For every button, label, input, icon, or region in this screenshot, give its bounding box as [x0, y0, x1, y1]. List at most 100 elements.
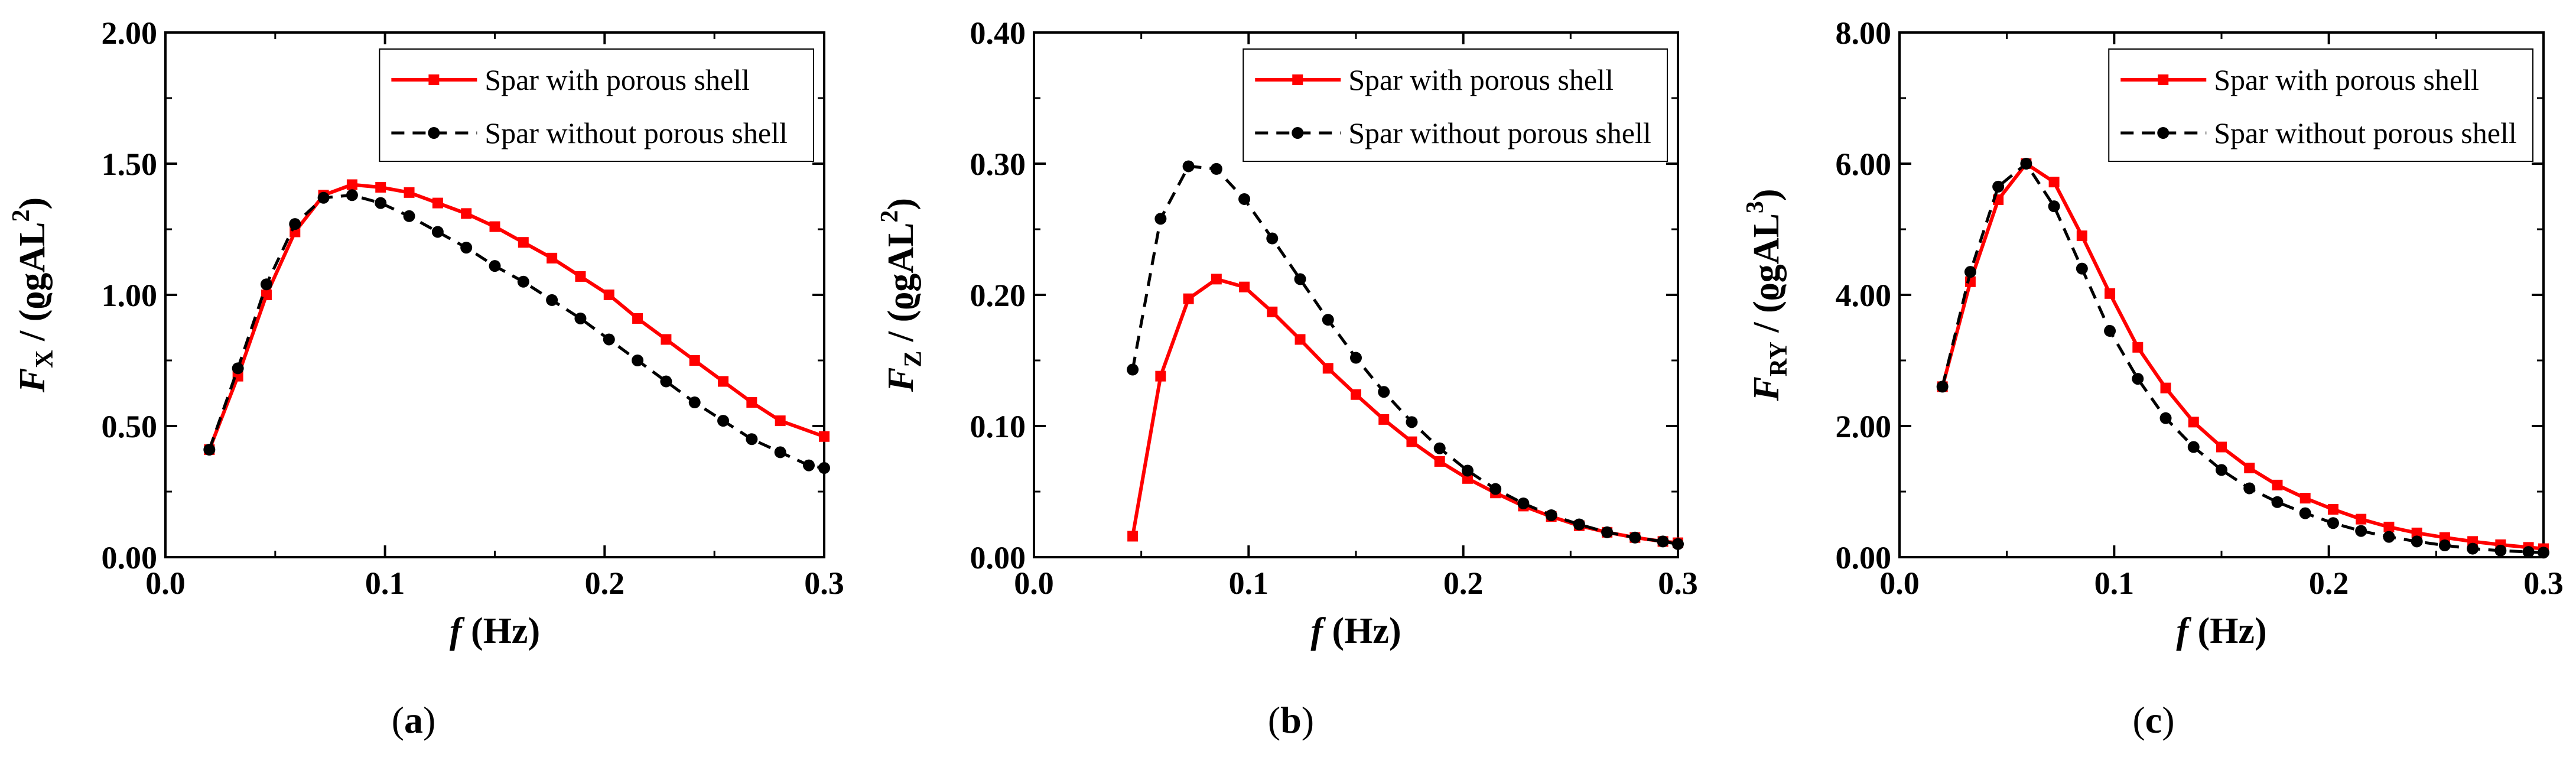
panel-label: (c)	[2132, 699, 2174, 741]
panel-label-open: (	[392, 699, 404, 741]
data-point-circle	[489, 260, 501, 272]
data-point-circle	[2187, 441, 2200, 453]
data-point-circle	[2327, 517, 2339, 529]
y-tick-label: 0.20	[970, 278, 1026, 313]
series-line	[1941, 162, 2544, 554]
x-axis-label: f (Hz)	[450, 611, 540, 651]
y-tick-label: 0.30	[970, 147, 1026, 182]
series-line	[1131, 277, 1679, 545]
x-tick-label: 0.2	[2309, 565, 2349, 601]
data-point-circle	[1964, 266, 1976, 278]
panel-label-close: )	[2162, 699, 2174, 741]
data-point-circle	[2383, 531, 2395, 543]
series-without-porous-shell	[1127, 160, 1684, 550]
x-tick-label: 0.0	[1014, 565, 1054, 601]
chart-panel-c: 0.0 0.1 0.2 0.3 0.00 2.00 4.00 6.00 8.00 f (Hz) FR…	[1742, 15, 2564, 741]
panel-label-close: )	[1302, 699, 1314, 741]
data-point-circle	[1461, 464, 1474, 477]
data-point-circle	[1350, 352, 1362, 364]
data-point-square	[718, 376, 729, 387]
panel-label-open: (	[1268, 699, 1280, 741]
data-point-circle	[1545, 509, 1557, 521]
data-point-square	[2160, 382, 2171, 394]
data-point-circle	[232, 362, 244, 375]
legend-label: Spar without porous shell	[484, 116, 787, 149]
data-point-circle	[1238, 193, 1251, 205]
y-axis-symbol: F	[881, 368, 921, 392]
y-tick-label: 0.10	[970, 409, 1026, 444]
data-point-circle	[2299, 507, 2311, 519]
data-point-circle	[1657, 535, 1669, 548]
data-point-circle	[1672, 538, 1684, 550]
y-tick-label: 2.00	[1836, 409, 1892, 444]
data-point-square	[2411, 527, 2422, 538]
data-point-circle	[2438, 539, 2451, 552]
data-point-circle	[2522, 546, 2535, 558]
x-axis-label: f (Hz)	[2176, 611, 2266, 651]
data-point-circle	[289, 218, 301, 230]
chart-panel-a: 0.0 0.1 0.2 0.3 0.00 0.50 1.00 1.50 2.00 f (Hz) FX…	[8, 15, 844, 741]
panel-label-open: (	[2132, 699, 2145, 741]
data-point-square	[2216, 441, 2227, 453]
data-point-square	[2076, 230, 2087, 242]
data-point-square	[2132, 342, 2144, 353]
data-point-circle	[2216, 464, 2227, 476]
data-point-circle	[746, 433, 758, 446]
y-tick-label: 2.00	[102, 15, 158, 51]
data-point-square	[2244, 463, 2255, 474]
data-point-circle	[2076, 262, 2088, 275]
data-point-circle	[2494, 544, 2507, 557]
series-without-porous-shell	[203, 189, 830, 474]
legend-marker-circle	[428, 127, 440, 139]
data-point-square	[1155, 370, 1166, 382]
data-point-circle	[660, 375, 672, 388]
y-axis-label: FZ / (ϱgAL2)	[876, 198, 927, 392]
panel-label-close: )	[423, 699, 435, 741]
data-point-square	[432, 197, 443, 209]
data-point-circle	[2104, 325, 2116, 337]
y-axis-close: )	[1746, 188, 1787, 201]
legend-box	[2108, 48, 2533, 162]
y-axis-units: / (ϱgAL	[1746, 213, 1787, 342]
legend-label: Spar without porous shell	[2214, 116, 2516, 149]
data-point-square	[603, 290, 614, 300]
y-axis-units: / (ϱgAL	[881, 223, 921, 351]
data-point-circle	[1433, 442, 1446, 454]
data-point-square	[1127, 531, 1139, 542]
x-tick-label: 0.1	[365, 565, 405, 601]
series-with-porous-shell	[1127, 274, 1683, 548]
x-axis-unit: (Hz)	[1323, 611, 1401, 651]
x-tick-label: 0.3	[2523, 565, 2564, 601]
data-point-square	[775, 415, 786, 427]
data-point-square	[461, 208, 472, 219]
data-point-circle	[2132, 373, 2144, 385]
y-axis-label: FRY / (ϱgAL3)	[1742, 188, 1793, 401]
x-axis-unit: (Hz)	[462, 611, 541, 651]
series-with-porous-shell	[204, 179, 830, 455]
legend: Spar with porous shell Spar without porou…	[379, 48, 814, 162]
data-point-square	[1322, 363, 1333, 374]
y-axis-symbol: F	[12, 368, 53, 393]
data-point-circle	[2159, 412, 2172, 424]
y-tick-label: 0.50	[102, 409, 158, 444]
x-tick-label: 0.0	[145, 565, 186, 601]
series-line	[207, 183, 825, 451]
legend-box	[379, 48, 814, 162]
legend-marker-square	[2158, 74, 2169, 85]
data-point-circle	[2467, 542, 2479, 555]
data-point-square	[404, 187, 415, 198]
legend-label: Spar with porous shell	[484, 63, 750, 96]
data-point-circle	[317, 191, 330, 204]
data-point-square	[1211, 274, 1222, 285]
y-axis-superscript: 2	[876, 210, 903, 223]
data-point-circle	[1517, 497, 1530, 509]
data-point-circle	[1406, 416, 1418, 428]
data-point-circle	[431, 226, 444, 238]
y-tick-label: 0.00	[970, 540, 1026, 576]
data-point-circle	[1601, 526, 1614, 538]
x-tick-label: 0.2	[585, 565, 625, 601]
data-point-circle	[632, 355, 644, 366]
data-point-circle	[2355, 525, 2367, 537]
y-axis-subscript: Z	[900, 351, 927, 368]
data-point-square	[2327, 503, 2338, 515]
